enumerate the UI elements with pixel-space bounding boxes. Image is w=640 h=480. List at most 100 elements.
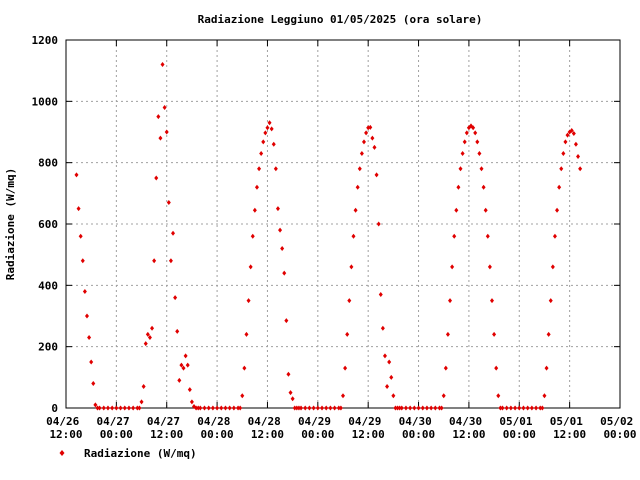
y-tick-label: 600 <box>38 218 58 231</box>
legend-marker <box>59 450 65 456</box>
data-point <box>194 405 199 411</box>
y-tick-label: 400 <box>38 279 58 292</box>
x-tick-label: 04/26 12:00 <box>46 415 86 441</box>
data-point <box>481 184 486 190</box>
data-point <box>223 405 228 411</box>
data-point <box>464 130 469 136</box>
data-point <box>357 166 362 172</box>
data-point <box>292 405 297 411</box>
data-point <box>296 405 301 411</box>
data-point <box>492 331 497 337</box>
data-point <box>143 341 148 347</box>
data-point <box>105 405 110 411</box>
data-point <box>227 405 232 411</box>
data-point <box>578 166 583 172</box>
data-point <box>483 207 488 213</box>
data-point <box>202 405 207 411</box>
data-point <box>118 405 123 411</box>
data-point <box>456 184 461 190</box>
data-point <box>147 334 152 340</box>
data-point <box>341 393 345 399</box>
data-point <box>454 207 459 213</box>
data-point <box>349 264 354 270</box>
data-point <box>259 150 264 156</box>
data-point <box>437 405 442 411</box>
data-point <box>269 126 274 132</box>
data-point <box>196 405 201 411</box>
data-point <box>271 141 276 147</box>
legend-label: Radiazione (W/mq) <box>84 447 197 460</box>
data-point <box>443 365 448 371</box>
data-point <box>513 405 518 411</box>
data-point <box>389 374 394 380</box>
data-point <box>93 402 98 408</box>
data-point <box>471 125 476 131</box>
data-point <box>150 325 155 331</box>
data-point <box>500 405 505 411</box>
data-point <box>433 405 438 411</box>
data-point <box>250 233 255 239</box>
data-point <box>242 365 247 371</box>
y-tick-label: 800 <box>38 157 58 170</box>
data-point <box>299 405 304 411</box>
data-point <box>91 380 96 386</box>
data-point <box>240 393 245 399</box>
data-point <box>504 405 509 411</box>
y-tick-label: 1200 <box>32 34 59 47</box>
data-point <box>84 313 89 319</box>
data-point <box>101 405 106 411</box>
data-point <box>374 172 379 178</box>
y-tick-label: 1000 <box>32 95 59 108</box>
data-point <box>141 384 146 390</box>
data-point <box>162 104 167 110</box>
data-point <box>303 405 308 411</box>
data-point <box>361 139 366 145</box>
data-point <box>74 172 79 178</box>
data-point <box>187 387 192 393</box>
data-point <box>563 139 568 145</box>
data-point <box>175 328 180 334</box>
data-point <box>126 405 131 411</box>
data-point <box>282 270 287 276</box>
data-point <box>252 207 257 213</box>
data-point <box>248 264 253 270</box>
y-tick-label: 200 <box>38 341 58 354</box>
x-tick-label: 04/28 12:00 <box>248 415 288 441</box>
data-point <box>576 154 581 160</box>
data-point <box>82 288 87 294</box>
data-point <box>477 150 482 156</box>
data-point <box>353 207 358 213</box>
data-point <box>294 405 299 411</box>
data-point <box>135 405 140 411</box>
data-point <box>156 114 161 120</box>
data-point <box>412 405 417 411</box>
data-point <box>315 405 320 411</box>
data-point <box>429 405 434 411</box>
data-point <box>448 298 453 304</box>
data-point <box>525 405 530 411</box>
data-point <box>382 353 387 359</box>
data-point <box>122 405 127 411</box>
data-point <box>338 405 343 411</box>
data-point <box>546 331 551 337</box>
data-point <box>521 405 526 411</box>
data-point <box>380 325 385 331</box>
plot-frame <box>65 39 621 409</box>
data-point <box>403 405 408 411</box>
data-point <box>534 405 539 411</box>
data-point <box>210 405 215 411</box>
data-point <box>265 125 270 131</box>
data-point <box>257 166 262 172</box>
data-point <box>557 184 562 190</box>
data-point <box>97 405 102 411</box>
data-point <box>542 393 547 399</box>
x-tick-label: 04/27 12:00 <box>147 415 187 441</box>
x-tick-label: 05/01 00:00 <box>499 415 539 441</box>
data-point <box>479 166 484 172</box>
data-point <box>254 184 259 190</box>
x-tick-label: 04/30 12:00 <box>449 415 489 441</box>
data-point <box>110 405 115 411</box>
data-point <box>573 141 578 147</box>
data-point <box>171 230 176 236</box>
data-point <box>496 393 501 399</box>
